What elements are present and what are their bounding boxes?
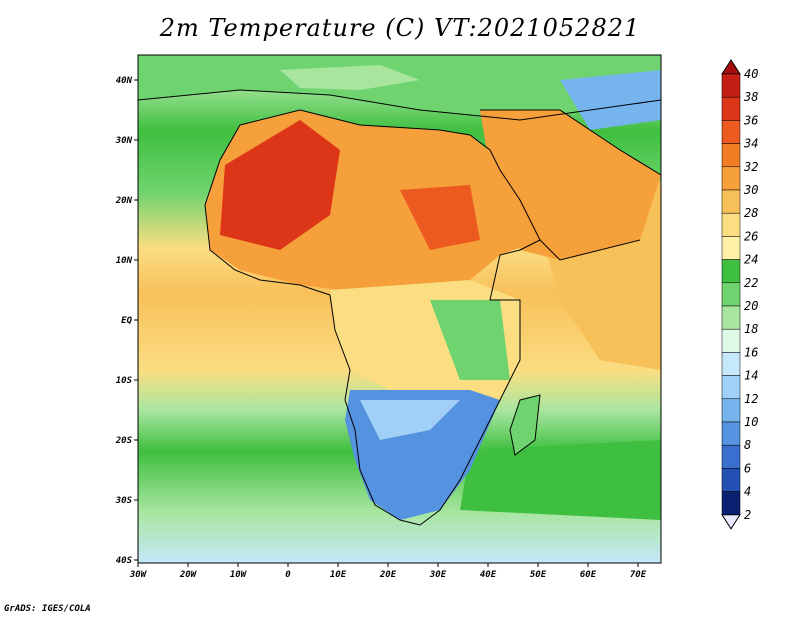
lon-label: 50E [530, 570, 547, 580]
colorbar-segment [721, 375, 741, 400]
colorbar-segment [721, 468, 741, 492]
colorbar: 40 38 36 34 32 30 28 26 24 22 20 18 16 14 12 10 8 6 4 2 [721, 59, 758, 530]
colorbar-label: 24 [744, 253, 758, 267]
lon-label: 40E [480, 570, 497, 580]
colorbar-segment [721, 189, 741, 214]
colorbar-label: 14 [744, 369, 758, 383]
colorbar-label: 16 [744, 345, 758, 359]
lon-label: 0 [285, 570, 291, 580]
alps-cool [280, 65, 420, 90]
europe-land [138, 55, 661, 120]
longitude-axis: 30W 20W 10W 0 10E 20E 30E 40E 50E 60E 70E [129, 563, 647, 580]
colorbar-label: 6 [744, 461, 751, 475]
colorbar-label: 12 [744, 392, 758, 406]
east-africa-cool [430, 300, 510, 380]
colorbar-label: 40 [744, 67, 758, 81]
colorbar-label: 26 [744, 229, 758, 243]
colorbar-segment [721, 96, 741, 121]
colorbar-segment [721, 421, 741, 446]
colorbar-segment [721, 444, 741, 469]
colorbar-label: 32 [743, 160, 758, 174]
colorbar-segment [721, 120, 741, 144]
colorbar-segment [721, 212, 741, 237]
colorbar-segment [721, 282, 741, 307]
colorbar-label: 18 [744, 322, 758, 336]
colorbar-segment [721, 305, 741, 330]
colorbar-label: 34 [743, 137, 758, 151]
angola-cool [360, 400, 460, 440]
madagascar [510, 395, 540, 455]
latitude-axis: 40N 30N 20N 10N EQ 10S 20S 30S 40S [115, 76, 138, 566]
lat-label: 30S [115, 496, 133, 506]
plot-frame [137, 54, 662, 564]
colorbar-segment [721, 491, 741, 516]
lon-label: 30W [129, 570, 148, 580]
lat-label: 30N [115, 136, 133, 146]
colorbar-segment [721, 236, 741, 260]
lon-label: 10E [330, 570, 347, 580]
colorbar-label: 30 [743, 183, 758, 197]
colorbar-segment [721, 73, 741, 98]
lon-label: 70E [630, 570, 647, 580]
lat-label: 10N [116, 256, 133, 266]
colorbar-segment [721, 143, 741, 168]
lon-label: 10W [230, 570, 248, 580]
colorbar-label: 20 [744, 299, 758, 313]
lat-label: 10S [116, 376, 133, 386]
sudan-hot [400, 185, 480, 250]
lat-label: 40S [116, 556, 133, 566]
colorbar-segment [721, 352, 741, 376]
colorbar-segment [721, 259, 741, 284]
colorbar-segment [721, 328, 741, 353]
colorbar-label: 2 [744, 508, 751, 522]
colorbar-label: 4 [744, 485, 751, 499]
colorbar-top-arrow [721, 59, 741, 75]
colorbar-bottom-arrow [721, 514, 741, 530]
lat-label: 20N [115, 196, 133, 206]
lon-label: 20W [179, 570, 198, 580]
credit-text: GrADS: IGES/COLA [4, 604, 91, 614]
map-field [138, 55, 661, 563]
caucasus-cold [560, 70, 661, 130]
lat-label: 20S [115, 436, 133, 446]
plot-title: 2m Temperature (C) VT:2021052821 [159, 14, 641, 42]
indian-ocean-south [460, 440, 661, 520]
lat-label: 40N [116, 76, 133, 86]
colorbar-label: 8 [744, 438, 751, 452]
west-sahara-hot [220, 120, 340, 250]
colorbar-segment [721, 166, 741, 191]
coastlines [138, 89, 661, 526]
colorbar-label: 36 [743, 113, 758, 127]
colorbar-label: 10 [744, 415, 758, 429]
lat-label: EQ [121, 316, 132, 326]
lon-label: 20E [379, 570, 397, 580]
lon-label: 30E [429, 570, 447, 580]
colorbar-label: 22 [744, 276, 758, 290]
colorbar-label: 28 [744, 206, 758, 220]
colorbar-segment [721, 398, 741, 423]
colorbar-label: 38 [743, 90, 758, 104]
lon-label: 60E [580, 570, 597, 580]
